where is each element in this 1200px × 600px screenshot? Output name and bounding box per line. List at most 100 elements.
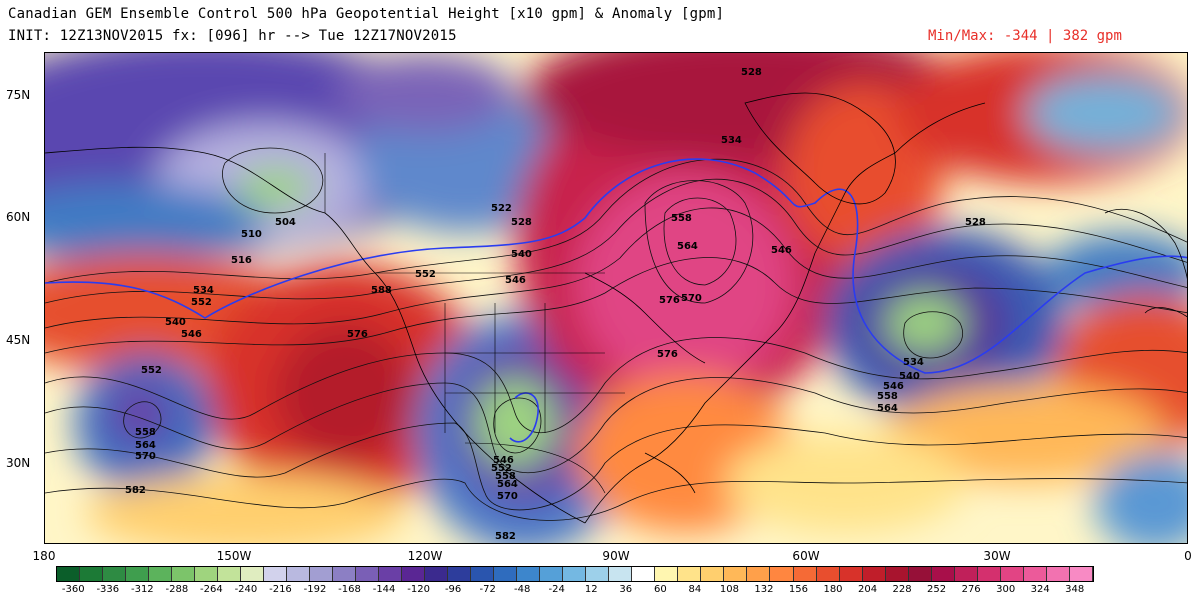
colorbar-cell: [839, 567, 863, 581]
colorbar-tick-label: -72: [479, 584, 496, 595]
colorbar-tick-label: 84: [688, 584, 702, 595]
colorbar-tick-label: 132: [754, 584, 774, 595]
colorbar-cell: [678, 567, 702, 581]
colorbar-tick-label: -264: [200, 584, 223, 595]
colorbar-cell: [195, 567, 219, 581]
lon-label-180: 180: [32, 549, 56, 563]
colorbar-tick-label: -360: [61, 584, 85, 595]
contour-label: 576: [347, 329, 368, 340]
min-max-readout: Min/Max: -344 | 382 gpm: [928, 28, 1122, 44]
colorbar-cell: [425, 567, 449, 581]
contour-label: 522: [491, 203, 512, 214]
colorbar-tick-label: 108: [719, 584, 739, 595]
colorbar-cell: [1069, 567, 1093, 581]
lat-label-45n: 45N: [6, 333, 31, 347]
contour-label: 528: [511, 217, 532, 228]
colorbar-cell: [126, 567, 150, 581]
colorbar-cell: [379, 567, 403, 581]
colorbar-cell: [103, 567, 127, 581]
colorbar-tick-label: -48: [514, 584, 531, 595]
lon-label-30w: 30W: [983, 549, 1011, 563]
borders: [324, 153, 625, 494]
colorbar-tick-label: -120: [407, 584, 430, 595]
colorbar-cell: [747, 567, 771, 581]
colorbar-cell: [57, 567, 81, 581]
contour-label: 570: [135, 451, 156, 462]
colorbar-cell: [701, 567, 725, 581]
colorbar-tick-label: 228: [892, 584, 912, 595]
colorbar-tick-label: -24: [548, 584, 565, 595]
contour-label: 576: [657, 349, 678, 360]
lat-label-75n: 75N: [6, 88, 31, 102]
colorbar-cell: [1046, 567, 1070, 581]
contour-label: 570: [681, 293, 702, 304]
min-value: -344 |: [1003, 28, 1055, 44]
colorbar-cell: [1023, 567, 1047, 581]
lon-label-0: 0: [1184, 549, 1192, 563]
colorbar-tick-label: -168: [338, 584, 361, 595]
colorbar-cell: [793, 567, 817, 581]
contour-label: 528: [965, 217, 986, 228]
colorbar-cell: [287, 567, 311, 581]
anomaly-map: 528 534 558 564 570 576 546 552 540 522 …: [44, 52, 1188, 544]
colorbar-tick-label: -144: [372, 584, 396, 595]
colorbar-tick-label: -216: [269, 584, 292, 595]
colorbar-cell: [540, 567, 564, 581]
lon-label-60w: 60W: [792, 549, 820, 563]
colorbar-tick-label: 252: [927, 584, 947, 595]
colorbar-cell: [908, 567, 932, 581]
colorbar-cell: [80, 567, 104, 581]
colorbar-tick-label: -192: [303, 584, 327, 595]
colorbar-cell: [563, 567, 587, 581]
contour-label: 546: [883, 381, 904, 392]
contour-label: 510: [241, 229, 262, 240]
contour-label: 582: [495, 531, 516, 542]
colorbar-cell: [149, 567, 173, 581]
colorbar-cell: [609, 567, 633, 581]
contour-label: 528: [741, 67, 762, 78]
contour-label: 534: [903, 357, 924, 368]
map-canvas: 528 534 558 564 570 576 546 552 540 522 …: [45, 53, 1187, 543]
colorbar-cell: [816, 567, 840, 581]
contour-label: 516: [231, 255, 252, 266]
colorbar-cell: [402, 567, 426, 581]
colorbar-cell: [264, 567, 288, 581]
contour-label: 564: [497, 479, 518, 490]
colorbar-cell: [586, 567, 610, 581]
colorbar-cell: [448, 567, 472, 581]
contour-label: 552: [141, 365, 162, 376]
contour-label: 540: [511, 249, 532, 260]
colorbar-cell: [655, 567, 679, 581]
contour-label: 570: [497, 491, 518, 502]
colorbar-tick-label: 204: [857, 584, 878, 595]
contour-labels: 528 534 558 564 570 576 546 552 540 522 …: [125, 67, 986, 542]
lon-label-90w: 90W: [602, 549, 630, 563]
contour-label: 564: [677, 241, 698, 252]
lon-label-150w: 150W: [216, 549, 252, 563]
colorbar-cell: [931, 567, 955, 581]
contour-label: 546: [771, 245, 792, 256]
colorbar-cell: [885, 567, 909, 581]
contour-label: 558: [671, 213, 692, 224]
contour-label: 546: [505, 275, 526, 286]
contour-label: 552: [415, 269, 436, 280]
colorbar-tick-label: 348: [1065, 584, 1085, 595]
contour-label: 558: [495, 471, 516, 482]
init-time-line: INIT: 12Z13NOV2015 fx: [096] hr --> Tue …: [8, 28, 457, 44]
colorbar-cell: [310, 567, 334, 581]
contour-label: 540: [899, 371, 920, 382]
contour-label: 564: [135, 440, 156, 451]
colorbar-tick-label: -312: [130, 584, 154, 595]
colorbar-cell: [977, 567, 1001, 581]
contour-label: 552: [191, 297, 212, 308]
colorbar-cell: [356, 567, 380, 581]
colorbar-cell: [333, 567, 357, 581]
contour-label: 582: [125, 485, 146, 496]
colorbar-cell: [632, 567, 656, 581]
colorbar-tick-label: 12: [584, 584, 598, 595]
colorbar: [56, 566, 1094, 582]
contour-label: 576: [659, 295, 680, 306]
contour-label: 546: [181, 329, 202, 340]
colorbar-tick-label: -240: [234, 584, 258, 595]
colorbar-cell: [172, 567, 196, 581]
